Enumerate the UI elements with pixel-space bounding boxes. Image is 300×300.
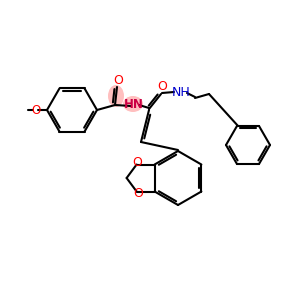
Ellipse shape bbox=[123, 96, 143, 112]
Text: O: O bbox=[134, 187, 144, 200]
Text: O: O bbox=[157, 80, 167, 94]
Text: O: O bbox=[32, 103, 40, 116]
Text: HN: HN bbox=[124, 98, 144, 110]
Text: O: O bbox=[133, 156, 142, 169]
Text: NH: NH bbox=[172, 85, 190, 98]
Text: O: O bbox=[113, 74, 123, 86]
Ellipse shape bbox=[108, 85, 124, 107]
